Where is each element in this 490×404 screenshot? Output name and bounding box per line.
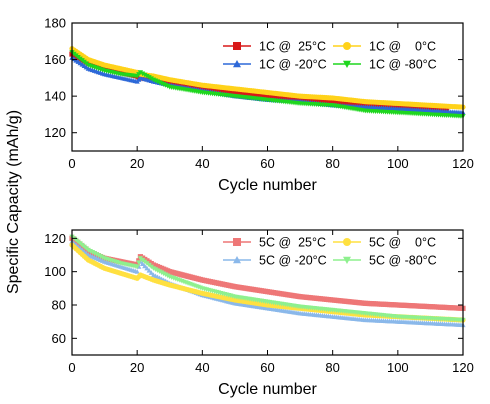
legend-marker (343, 256, 351, 264)
legend-entry: 5C @ -20°C (223, 254, 327, 268)
legend-label: 1C @ -80°C (369, 58, 437, 72)
x-tick-label: 60 (260, 360, 274, 375)
x-tick-label: 40 (195, 156, 209, 171)
legend-label: 5C @ 25°C (259, 236, 326, 250)
series-2 (69, 239, 466, 328)
legend-label: 5C @ 0°C (369, 236, 436, 250)
legend-label: 5C @ -80°C (369, 254, 437, 268)
data-point (148, 270, 154, 275)
legend-label: 1C @ 25°C (259, 40, 326, 54)
data-point (139, 261, 146, 266)
x-tick-label: 0 (68, 156, 75, 171)
legend-marker (343, 60, 351, 68)
x-tick-label: 20 (130, 156, 144, 171)
legend-marker (343, 42, 351, 50)
data-point (137, 70, 144, 75)
y-tick-label: 120 (44, 125, 66, 140)
x-tick-label: 80 (325, 360, 339, 375)
x-axis-label: Cycle number (218, 177, 317, 194)
legend-marker (233, 42, 241, 50)
x-tick-label: 60 (260, 156, 274, 171)
data-point (134, 264, 140, 270)
y-tick-label: 60 (52, 331, 66, 346)
data-point (146, 75, 152, 80)
legend-marker (233, 238, 241, 246)
legend-entry: 5C @ 25°C (223, 236, 326, 250)
x-tick-label: 20 (130, 360, 144, 375)
legend-entry: 5C @ -80°C (333, 254, 437, 268)
x-tick-label: 40 (195, 360, 209, 375)
x-tick-label: 120 (452, 156, 474, 171)
legend-entry: 1C @ -80°C (333, 58, 437, 72)
x-tick-label: 0 (68, 360, 75, 375)
legend-entry: 1C @ 0°C (333, 40, 436, 54)
legend-label: 1C @ -20°C (259, 58, 327, 72)
legend-entry: 5C @ 0°C (333, 236, 436, 250)
data-point (144, 265, 150, 271)
chart-panel-5c: 0 20 40 60 80 100 120 60 80 100 120 Cycle number 5C … (44, 229, 474, 398)
legend-marker (343, 238, 351, 246)
data-point (144, 73, 150, 79)
y-tick-label: 80 (52, 298, 66, 313)
data-point (146, 267, 152, 273)
data-point (136, 260, 142, 266)
y-tick-label: 140 (44, 89, 66, 104)
x-tick-label: 100 (387, 156, 409, 171)
x-tick-label: 100 (387, 360, 409, 375)
x-tick-label: 80 (325, 156, 339, 171)
legend-label: 1C @ 0°C (369, 40, 436, 54)
legend-marker (233, 256, 241, 264)
y-tick-label: 120 (44, 231, 66, 246)
data-point (142, 263, 148, 269)
x-tick-label: 120 (452, 360, 474, 375)
legend-label: 5C @ -20°C (259, 254, 327, 268)
legend-entry: 1C @ -20°C (223, 58, 327, 72)
data-point (134, 269, 140, 274)
y-tick-label: 180 (44, 16, 66, 31)
legend-marker (233, 60, 241, 68)
chart-panel-1c: 0 20 40 60 80 100 120 120 140 160 180 Cycle number 1… (44, 16, 474, 195)
shared-y-axis-label: Specific Capacity (mAh/g) (5, 110, 22, 294)
data-point (142, 72, 148, 78)
y-tick-label: 160 (44, 52, 66, 67)
y-tick-label: 100 (44, 264, 66, 279)
series-4 (69, 50, 466, 119)
data-point (148, 76, 154, 82)
series-4 (69, 234, 466, 323)
x-axis-label: Cycle number (218, 381, 317, 398)
legend-entry: 1C @ 25°C (223, 40, 326, 54)
data-point (139, 71, 146, 77)
